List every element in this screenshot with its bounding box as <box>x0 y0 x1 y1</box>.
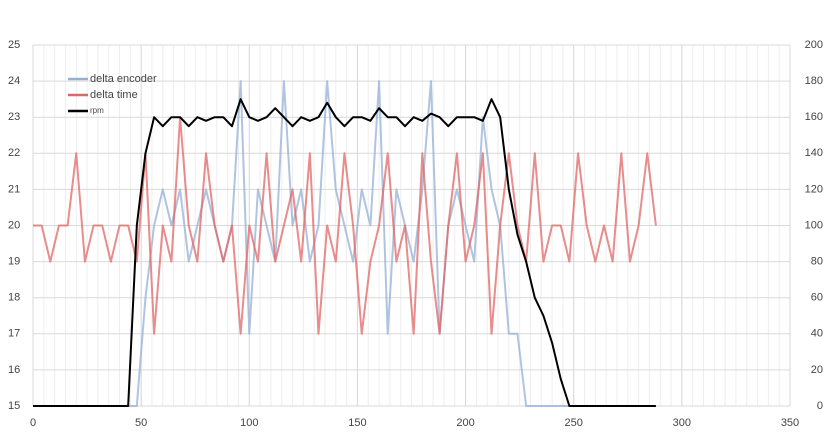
x-tick-label: 300 <box>673 417 691 429</box>
y-tick-label: 21 <box>8 183 20 195</box>
series-line <box>33 98 656 407</box>
y2-tick-label: 40 <box>811 328 823 340</box>
y2-tick-label: 20 <box>811 364 823 376</box>
x-tick-label: 0 <box>30 417 36 429</box>
y-tick-label: 20 <box>8 219 20 231</box>
legend-label: rpm <box>90 106 104 115</box>
x-tick-label: 250 <box>565 417 583 429</box>
legend-label: delta encoder <box>90 73 157 85</box>
x-tick-label: 150 <box>348 417 366 429</box>
legend-label: delta time <box>90 89 138 101</box>
y2-tick-label: 160 <box>805 111 823 123</box>
y-tick-label: 18 <box>8 292 20 304</box>
y2-tick-label: 120 <box>805 183 823 195</box>
x-tick-label: 350 <box>781 417 799 429</box>
y2-tick-label: 180 <box>805 75 823 87</box>
y-tick-label: 25 <box>8 39 20 51</box>
series-line <box>33 116 657 335</box>
y-tick-label: 23 <box>8 111 20 123</box>
series-line <box>33 80 656 407</box>
x-tick-label: 50 <box>135 417 147 429</box>
y-tick-label: 19 <box>8 256 20 268</box>
y-tick-label: 24 <box>8 75 20 87</box>
y2-tick-label: 140 <box>805 147 823 159</box>
x-tick-label: 100 <box>240 417 258 429</box>
y-tick-label: 22 <box>8 147 20 159</box>
y-tick-label: 16 <box>8 364 20 376</box>
x-tick-label: 200 <box>456 417 474 429</box>
y2-tick-label: 200 <box>805 39 823 51</box>
y-tick-label: 17 <box>8 328 20 340</box>
y2-tick-label: 80 <box>811 256 823 268</box>
y-tick-label: 15 <box>8 400 20 412</box>
y2-tick-label: 0 <box>817 400 823 412</box>
y2-tick-label: 60 <box>811 292 823 304</box>
y2-tick-label: 100 <box>805 219 823 231</box>
